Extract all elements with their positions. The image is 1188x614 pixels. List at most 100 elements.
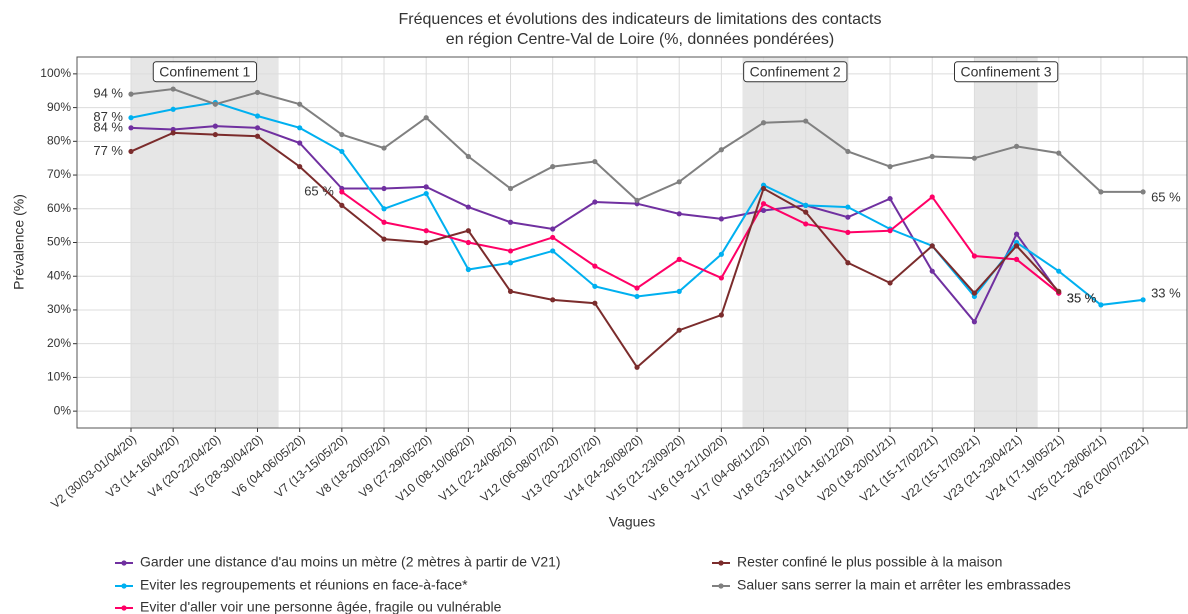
data-point [592,300,598,306]
data-point [718,312,724,318]
data-point [760,185,767,192]
data-point [465,204,471,210]
data-point [718,251,724,257]
data-point [297,101,303,107]
legend-label: Eviter d'aller voir une personne âgée, f… [140,599,502,614]
data-point [845,148,851,155]
legend-swatch [121,583,127,589]
data-point [887,280,893,286]
data-point [1013,243,1020,249]
data-point [507,185,514,192]
y-tick-label: 20% [47,336,71,350]
y-tick-label: 100% [40,66,71,80]
legend-label: Saluer sans serrer la main et arrêter le… [737,577,1071,593]
data-point [170,86,176,92]
y-tick-label: 90% [47,100,71,114]
y-tick-label: 40% [47,268,71,282]
data-point [760,120,767,126]
data-point [128,91,134,97]
data-point [845,229,851,235]
data-point [1056,288,1062,295]
data-point [381,219,387,225]
data-point [760,207,767,214]
x-tick-label: V26 (20/07/2021) [1071,432,1151,502]
data-point [845,204,851,210]
y-tick-label: 30% [47,302,71,316]
data-point [507,260,514,266]
data-label: 65 % [1151,189,1181,204]
x-tick-label: V8 (18-20/05/20) [314,432,392,501]
period-label-box [743,61,848,83]
data-label: 35 % [1067,291,1097,306]
data-point [254,125,261,131]
x-tick-label: V5 (28-30/04/20) [187,432,265,501]
period-label: Confinement 2 [750,64,841,80]
data-point [634,293,640,300]
data-point [592,199,598,205]
x-tick-label: V10 (08-10/06/20) [393,432,476,505]
data-point [718,147,724,153]
data-point [170,130,176,136]
legend-swatch [121,560,127,566]
data-point [423,184,429,190]
chart-title: en région Centre-Val de Loire (%, donnée… [446,31,834,48]
data-point [254,89,261,96]
x-tick-label: V3 (14-16/04/20) [103,432,181,501]
data-point [507,248,514,254]
data-point [297,164,303,170]
legend-swatch [718,560,724,566]
data-point [803,202,809,208]
data-point [170,106,176,112]
data-point [550,297,556,303]
data-point [634,285,640,291]
data-point [929,194,935,200]
data-point [887,228,893,234]
data-point [1098,302,1104,308]
data-point [887,196,893,202]
period-label: Confinement 1 [159,64,250,80]
plot-border [76,56,1188,429]
data-point [1056,268,1062,274]
series-line [341,191,1060,294]
data-label: 77 % [93,143,123,158]
data-point [592,263,598,269]
data-point [887,164,893,170]
legend-label: Eviter les regroupements et réunions en … [140,577,468,593]
data-point [297,125,303,131]
data-point [634,197,640,203]
data-label: 35 % [1067,291,1097,306]
x-tick-label: V4 (20-22/04/20) [145,432,223,501]
data-point [550,234,556,241]
data-point [971,319,978,325]
data-point [465,228,471,234]
data-point [845,214,851,220]
legend-label: Rester confiné le plus possible à la mai… [737,554,1002,570]
data-point [465,153,471,160]
data-point [1013,143,1020,149]
data-point [1140,189,1146,195]
data-point [128,148,134,155]
x-tick-label: V7 (13-15/05/20) [272,432,350,501]
y-tick-label: 70% [47,167,71,181]
data-point [423,228,429,234]
data-point [718,216,724,222]
data-point [845,260,851,266]
data-label: 87 % [93,109,123,124]
data-point [634,364,640,370]
data-point [1013,231,1020,237]
data-point [254,133,261,139]
data-point [465,239,471,246]
data-point [339,148,345,155]
period-label-box [152,61,258,83]
data-point [1098,189,1104,195]
data-point [676,288,682,295]
data-point [929,268,935,274]
data-point [339,189,345,195]
data-point [929,243,935,249]
data-point [971,290,978,296]
y-tick-label: 80% [47,133,71,147]
data-label: 84 % [93,119,123,134]
data-point [676,211,682,217]
data-point [718,275,724,281]
data-point [971,253,978,259]
